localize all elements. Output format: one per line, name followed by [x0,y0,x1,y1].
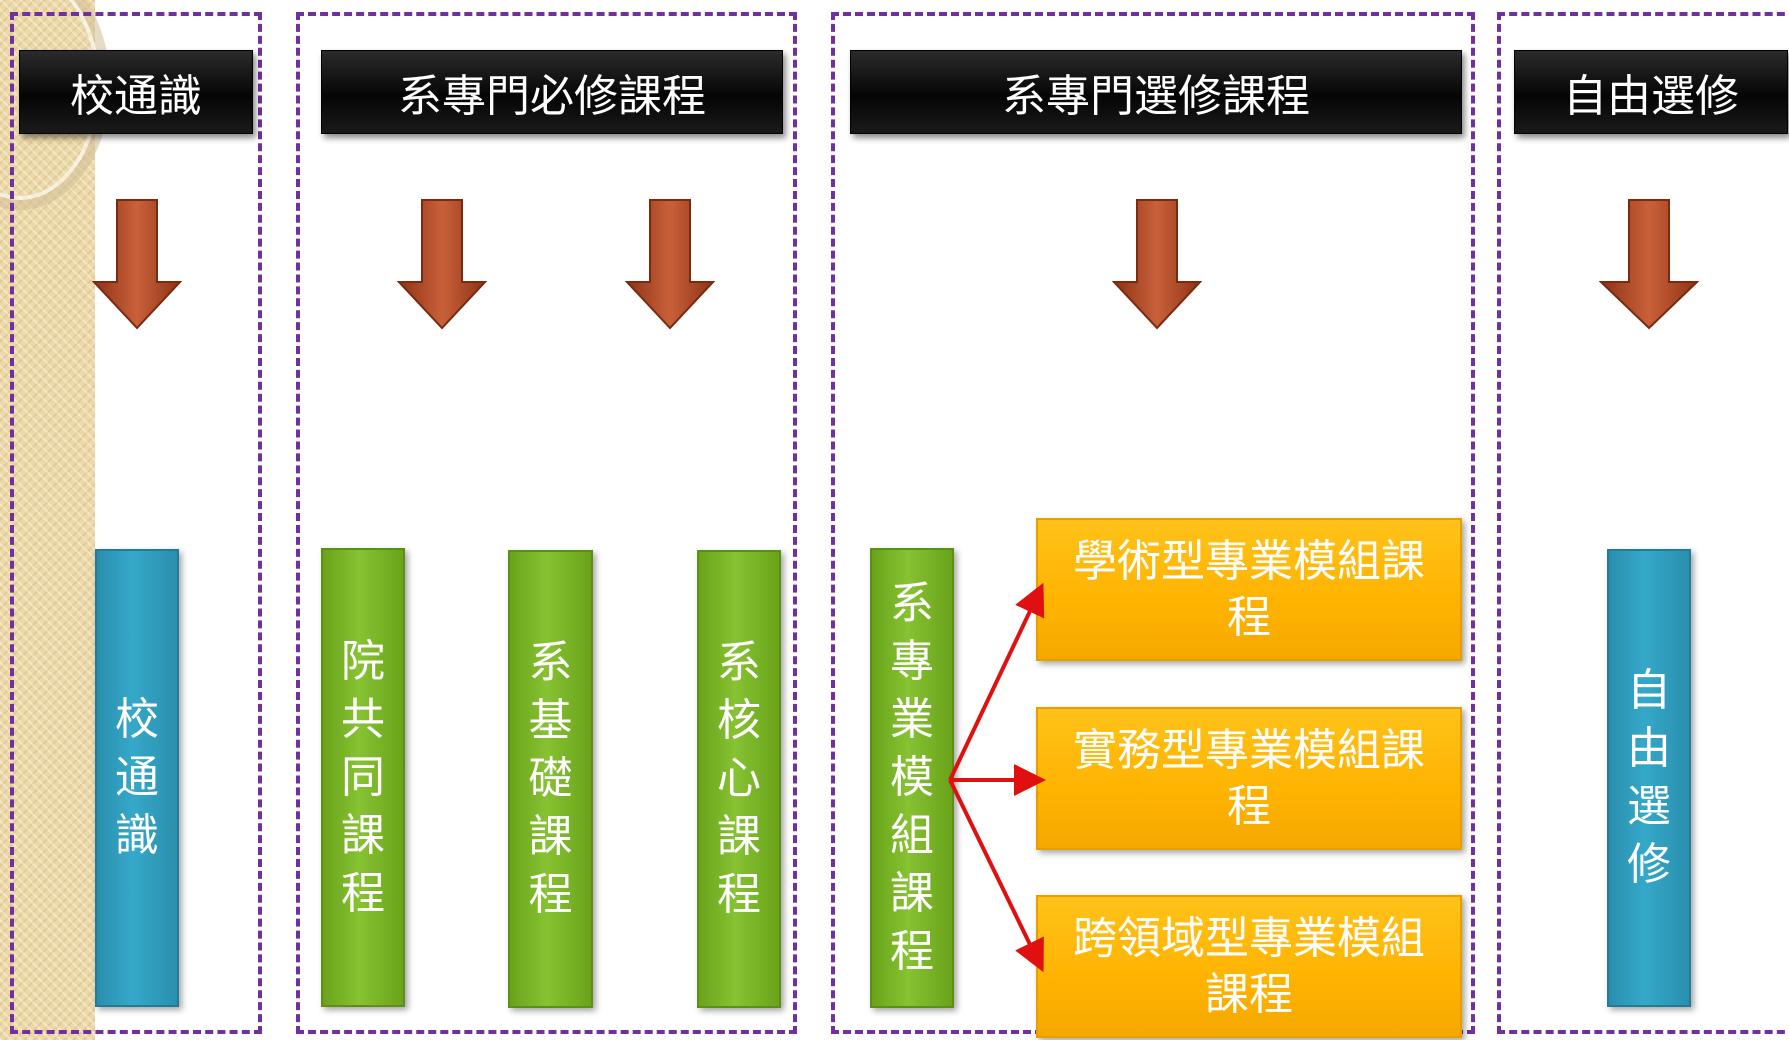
vertical-char: 課 [890,868,934,919]
vertical-char: 業 [890,694,934,745]
vertical-char: 由 [1627,723,1671,774]
vertical-char: 程 [717,869,761,920]
down-arrow-icon [1112,199,1202,330]
vertical-char: 校 [115,694,159,745]
box-college-common: 院共同課程 [321,548,405,1007]
section-general-ed [10,12,262,1034]
vertical-char: 共 [341,693,385,745]
down-arrow-icon [92,199,182,330]
section-dept-required [296,12,797,1034]
vertical-char: 基 [528,695,573,746]
module-academic: 學術型專業模組課程 [1036,518,1462,661]
header-free-elective: 自由選修 [1514,50,1788,134]
header-general-ed: 校通識 [19,50,253,134]
vertical-char: 專 [890,636,934,687]
vertical-char: 系 [528,637,573,688]
down-arrow-icon [1599,199,1699,330]
vertical-char: 程 [528,869,573,920]
vertical-char: 修 [1627,839,1671,890]
module-practical: 實務型專業模組課程 [1036,707,1462,850]
down-arrow-icon [397,199,487,330]
vertical-char: 核 [717,695,761,746]
branch-arrow-cross-domain [948,779,1044,973]
vertical-char: 識 [115,810,159,861]
vertical-char: 課 [341,809,385,861]
vertical-char: 同 [341,751,385,803]
box-dept-module: 系專業模組課程 [870,548,954,1008]
vertical-char: 組 [890,810,934,861]
branch-arrow-academic [948,582,1045,781]
vertical-char: 心 [717,753,761,804]
section-free-elective [1497,12,1789,1034]
vertical-char: 系 [717,637,761,688]
vertical-char: 課 [528,811,573,862]
vertical-char: 系 [890,578,934,629]
module-cross-domain: 跨領域型專業模組課程 [1036,895,1462,1038]
box-general-ed: 校通識 [95,549,179,1007]
header-dept-required: 系專門必修課程 [321,50,783,134]
vertical-char: 模 [890,752,934,803]
vertical-char: 礎 [528,753,573,804]
vertical-char: 選 [1627,781,1671,832]
vertical-char: 通 [115,752,159,803]
vertical-char: 院 [341,635,385,687]
header-dept-elective: 系專門選修課程 [850,50,1462,134]
vertical-char: 自 [1627,665,1671,716]
vertical-char: 程 [890,926,934,977]
box-free-elective: 自由選修 [1607,549,1691,1007]
down-arrow-icon [625,199,715,330]
box-dept-core: 系核心課程 [697,550,781,1008]
vertical-char: 程 [341,867,385,919]
box-dept-basic: 系基礎課程 [508,550,593,1008]
vertical-char: 課 [717,811,761,862]
